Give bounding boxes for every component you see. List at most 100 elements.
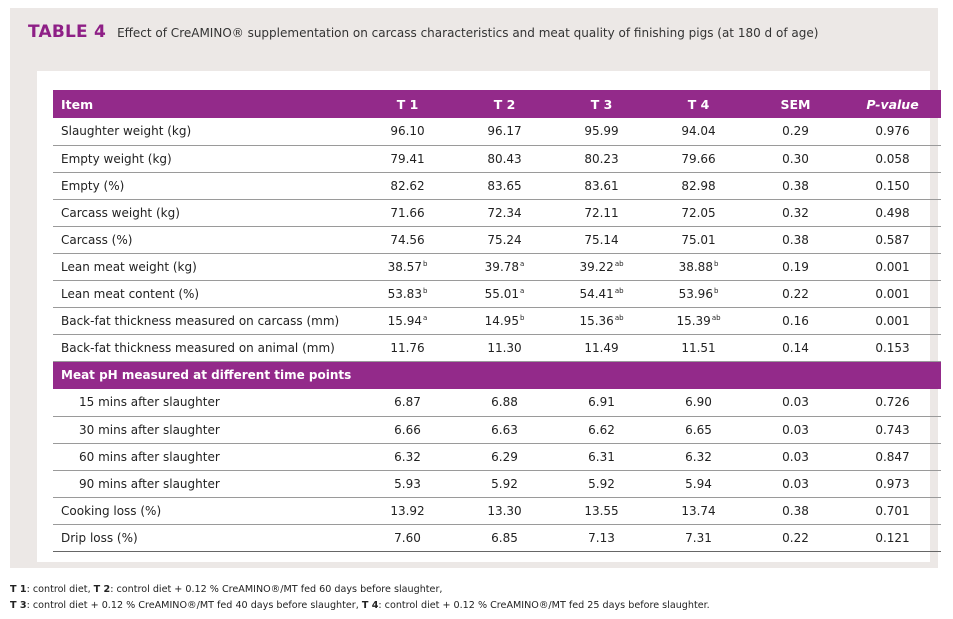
- row-label: Lean meat weight (kg): [53, 253, 359, 281]
- cell-value: 94.04: [681, 124, 716, 139]
- cell-value: 11.51: [681, 340, 716, 355]
- cell-value: 38.88: [678, 259, 713, 274]
- cell-value: 0.121: [875, 530, 910, 545]
- cell-value: 75.14: [584, 232, 619, 247]
- table-cell: 0.38: [747, 497, 844, 525]
- significance-superscript: ab: [711, 313, 721, 322]
- table-cell: 53.83b: [359, 280, 456, 308]
- cell-value: 0.03: [782, 476, 809, 491]
- cell-value: 0.726: [875, 395, 910, 410]
- significance-superscript: b: [422, 286, 428, 295]
- table-cell: 7.60: [359, 524, 456, 552]
- cell-value: 75.24: [487, 232, 522, 247]
- table-cell: 71.66: [359, 199, 456, 227]
- table-cell: 0.03: [747, 389, 844, 417]
- cell-value: 7.60: [394, 530, 421, 545]
- table-cell: 0.001: [844, 280, 941, 308]
- footnote-line-1: T 1: control diet, T 2: control diet + 0…: [10, 584, 442, 595]
- table-row: Carcass weight (kg) 71.66 72.34 72.11 72.05 0…: [53, 199, 941, 227]
- table-cell: 38.57b: [359, 253, 456, 281]
- table-cell: 82.98: [650, 172, 747, 200]
- table-cell: 6.87: [359, 389, 456, 417]
- table-cell: 0.726: [844, 389, 941, 417]
- table-cell: 0.22: [747, 524, 844, 552]
- row-label: 90 mins after slaughter: [53, 470, 359, 498]
- row-label: Drip loss (%): [53, 524, 359, 552]
- significance-superscript: b: [422, 259, 428, 268]
- cell-value: 0.03: [782, 422, 809, 437]
- table-cell: 15.36ab: [553, 307, 650, 335]
- column-header: P-value: [866, 96, 919, 112]
- table-cell: 13.92: [359, 497, 456, 525]
- treatment-description: : control diet + 0.12 % CreAMINO®/MT fed…: [26, 600, 362, 611]
- cell-value: 5.94: [685, 476, 712, 491]
- cell-value: 6.29: [491, 449, 518, 464]
- table-cell: 11.49: [553, 334, 650, 362]
- table-cell: 0.38: [747, 226, 844, 254]
- table-cell: 6.91: [553, 389, 650, 417]
- significance-superscript: b: [713, 259, 719, 268]
- row-label: Back-fat thickness measured on animal (m…: [53, 334, 359, 362]
- footnote-line-2: T 3: control diet + 0.12 % CreAMINO®/MT …: [10, 600, 710, 611]
- cell-value: 13.74: [681, 503, 716, 518]
- cell-value: 72.11: [584, 205, 619, 220]
- table-cell: 0.001: [844, 253, 941, 281]
- header-row: Item T 1 T 2 T 3 T 4 SEM P-value: [53, 90, 941, 118]
- treatment-key: T 2: [93, 584, 111, 595]
- cell-value: 72.05: [681, 205, 716, 220]
- cell-value: 0.03: [782, 449, 809, 464]
- table-cell: 6.32: [359, 443, 456, 471]
- table-cell: 0.150: [844, 172, 941, 200]
- table-cell: 0.14: [747, 334, 844, 362]
- table-cell: 11.51: [650, 334, 747, 362]
- table-cell: 82.62: [359, 172, 456, 200]
- cell-value: 0.14: [782, 340, 809, 355]
- cell-value: 80.43: [487, 151, 522, 166]
- cell-value: 79.41: [390, 151, 425, 166]
- table-cell: 0.03: [747, 470, 844, 498]
- row-label: 30 mins after slaughter: [53, 416, 359, 444]
- table-cell: 74.56: [359, 226, 456, 254]
- table-cell: 83.65: [456, 172, 553, 200]
- cell-value: 7.31: [685, 530, 712, 545]
- cell-value: 54.41: [579, 286, 614, 301]
- table-row: Back-fat thickness measured on carcass (…: [53, 307, 941, 335]
- table-row: 30 mins after slaughter 6.66 6.63 6.62 6.65 0…: [53, 416, 941, 444]
- cell-value: 0.150: [875, 178, 910, 193]
- row-label: 15 mins after slaughter: [53, 389, 359, 417]
- table-row: Cooking loss (%) 13.92 13.30 13.55 13.74 0.38…: [53, 497, 941, 525]
- table-cell: 75.24: [456, 226, 553, 254]
- table-cell: 6.85: [456, 524, 553, 552]
- section-label: Meat pH measured at different time point…: [61, 368, 352, 383]
- cell-value: 6.32: [394, 449, 421, 464]
- cell-value: 55.01: [484, 286, 520, 301]
- table-cell: 6.32: [650, 443, 747, 471]
- table-cell: 5.92: [553, 470, 650, 498]
- table-row: Slaughter weight (kg) 96.10 96.17 95.99 94.0…: [53, 118, 941, 146]
- cell-value: 6.85: [491, 530, 518, 545]
- cell-value: 15.36: [579, 313, 614, 328]
- table-cell: 6.65: [650, 416, 747, 444]
- table-cell: 72.11: [553, 199, 650, 227]
- table-cell: 75.14: [553, 226, 650, 254]
- cell-value: 74.56: [390, 232, 425, 247]
- table-cell: 0.743: [844, 416, 941, 444]
- cell-value: 0.001: [875, 313, 910, 328]
- table-cell: 0.32: [747, 199, 844, 227]
- table-card: Item T 1 T 2 T 3 T 4 SEM P-value Slaughter wei…: [37, 71, 941, 562]
- table-cell: 39.78a: [456, 253, 553, 281]
- cell-value: 6.87: [394, 395, 421, 410]
- treatment-description: : control diet + 0.12 % CreAMINO®/MT fed…: [378, 600, 710, 611]
- cell-value: 11.49: [584, 340, 619, 355]
- column-header: T 1: [396, 96, 419, 112]
- table-cell: 75.01: [650, 226, 747, 254]
- treatment-description: : control diet,: [26, 584, 94, 595]
- cell-value: 0.38: [782, 503, 809, 518]
- cell-value: 0.587: [875, 232, 910, 247]
- column-header: T 3: [590, 96, 613, 112]
- table-row: 90 mins after slaughter 5.93 5.92 5.92 5.94 0…: [53, 470, 941, 498]
- table-cell: 83.61: [553, 172, 650, 200]
- table-cell: 7.13: [553, 524, 650, 552]
- table-cell: 0.976: [844, 118, 941, 146]
- cell-value: 11.76: [390, 340, 425, 355]
